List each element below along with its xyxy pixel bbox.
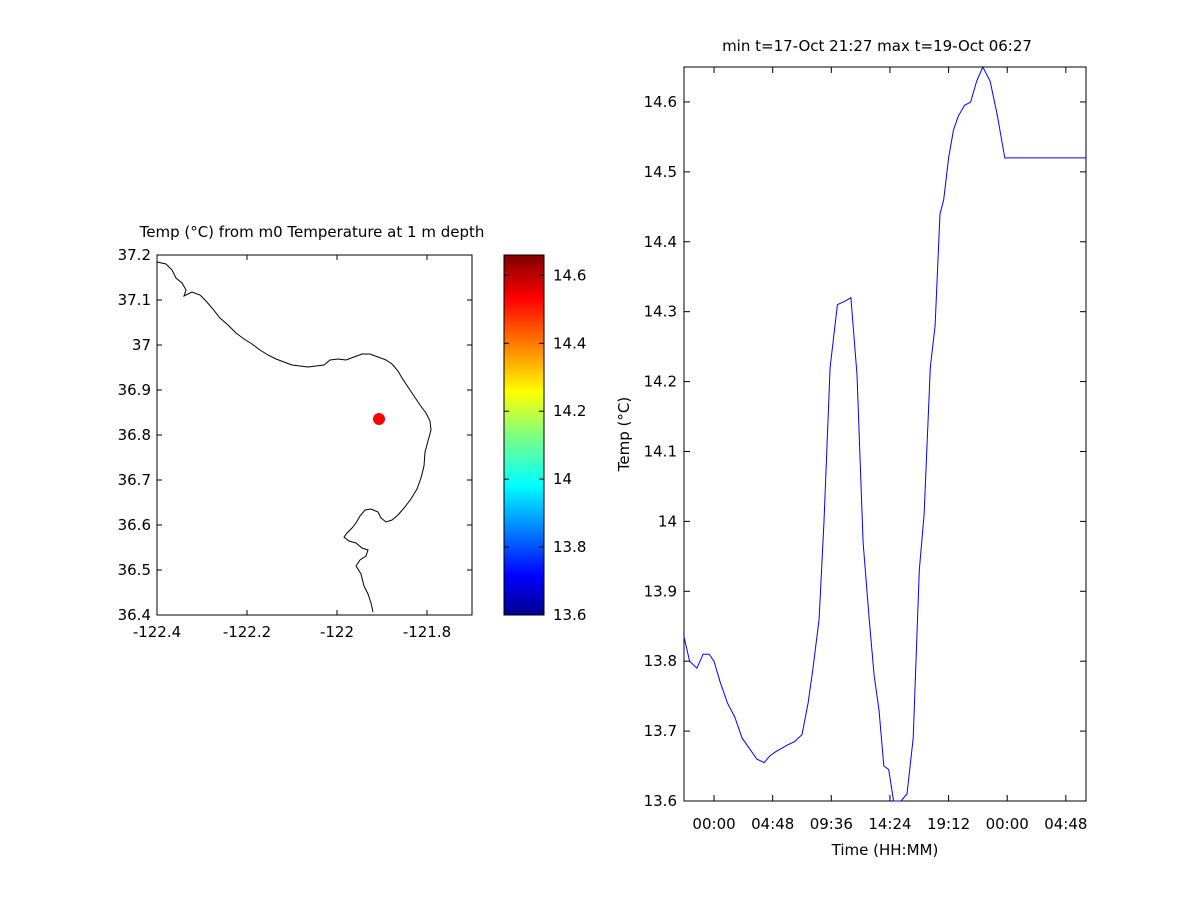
- ts-y-tick-label: 14.5: [644, 163, 677, 181]
- ts-y-tick-label: 14.2: [644, 373, 677, 391]
- ts-y-tick-label: 13.9: [644, 582, 677, 600]
- map-x-ticks: -122.4 -122.2 -122 -121.8: [133, 255, 451, 641]
- timeseries-x-ticks: 00:00 04:48 09:36 14:24 19:12 00:00 04:48: [692, 67, 1087, 833]
- map-y-tick-label: 36.8: [118, 426, 151, 444]
- map-panel: Temp (°C) from m0 Temperature at 1 m dep…: [118, 223, 485, 641]
- ts-x-tick-label: 04:48: [751, 815, 794, 833]
- colorbar-tick-label: 14.4: [553, 334, 586, 352]
- ts-y-tick-label: 14.4: [644, 233, 677, 251]
- colorbar-tick-label: 14.6: [553, 266, 586, 284]
- ts-y-tick-label: 14.1: [644, 442, 677, 460]
- map-y-tick-label: 36.9: [118, 381, 151, 399]
- map-y-tick-label: 36.5: [118, 561, 151, 579]
- map-y-tick-label: 36.7: [118, 471, 151, 489]
- ts-y-tick-label: 13.6: [644, 792, 677, 810]
- ts-x-tick-label: 19:12: [927, 815, 970, 833]
- ts-x-tick-label: 00:00: [692, 815, 735, 833]
- ts-y-tick-label: 14.3: [644, 303, 677, 321]
- map-title: Temp (°C) from m0 Temperature at 1 m dep…: [139, 223, 485, 241]
- temperature-series-line: [683, 65, 1086, 802]
- map-x-tick-label: -121.8: [403, 623, 451, 641]
- ts-y-tick-label: 13.8: [644, 652, 677, 670]
- map-y-tick-label: 37.2: [118, 246, 151, 264]
- colorbar-tick-label: 13.8: [553, 538, 586, 556]
- colorbar-tick-label: 14: [553, 470, 572, 488]
- map-y-tick-label: 37: [132, 336, 151, 354]
- colorbar: 14.6 14.4 14.2 14 13.8 13.6: [503, 254, 586, 624]
- colorbar-tick-label: 13.6: [553, 606, 586, 624]
- station-marker: [373, 413, 385, 425]
- timeseries-y-ticks: 13.6 13.7 13.8 13.9 14 14.1 14.2 14.3 14.4 14.5 14…: [644, 93, 1086, 810]
- timeseries-x-label: Time (HH:MM): [831, 841, 939, 859]
- timeseries-panel: min t=17-Oct 21:27 max t=19-Oct 06:27 00…: [615, 37, 1087, 859]
- ts-x-tick-label: 09:36: [810, 815, 853, 833]
- ts-x-tick-label: 00:00: [986, 815, 1029, 833]
- map-x-tick-label: -122.2: [223, 623, 271, 641]
- timeseries-axes-frame: [683, 66, 1087, 802]
- colorbar-tick-label: 14.2: [553, 402, 586, 420]
- map-axes-frame: [156, 254, 473, 616]
- ts-y-tick-label: 13.7: [644, 722, 677, 740]
- ts-y-tick-label: 14: [658, 512, 677, 530]
- map-y-tick-label: 36.4: [118, 606, 151, 624]
- timeseries-title: min t=17-Oct 21:27 max t=19-Oct 06:27: [722, 37, 1032, 55]
- ts-x-tick-label: 14:24: [868, 815, 911, 833]
- coastline: [156, 261, 432, 613]
- map-x-tick-label: -122: [320, 623, 354, 641]
- ts-y-tick-label: 14.6: [644, 93, 677, 111]
- map-y-ticks: 37.2 37.1 37 36.9 36.8 36.7 36.6 36.5 36.4: [118, 246, 472, 624]
- map-y-tick-label: 37.1: [118, 291, 151, 309]
- ts-x-tick-label: 04:48: [1044, 815, 1087, 833]
- colorbar-ticks: 14.6 14.4 14.2 14 13.8 13.6: [504, 266, 586, 624]
- timeseries-y-label: Temp (°C): [615, 397, 633, 472]
- map-x-tick-label: -122.4: [133, 623, 181, 641]
- colorbar-gradient: [503, 254, 545, 616]
- map-y-tick-label: 36.6: [118, 516, 151, 534]
